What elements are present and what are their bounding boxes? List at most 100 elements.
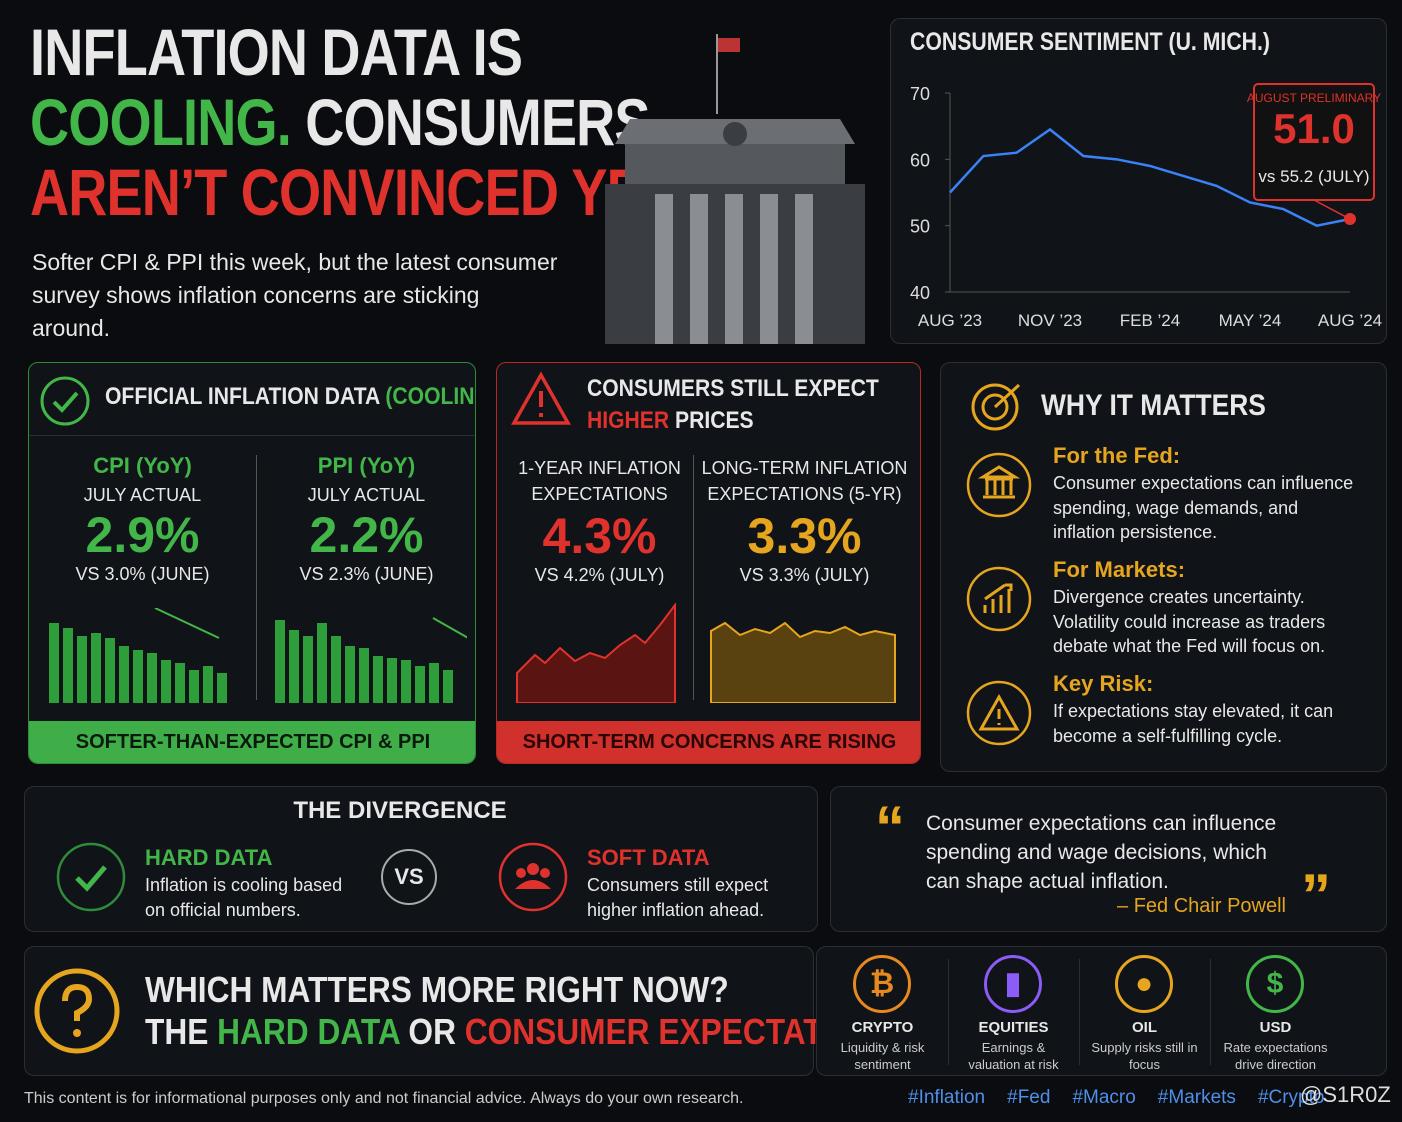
divider: [948, 959, 949, 1065]
check-icon: [40, 376, 90, 426]
title-line: INFLATION DATA IS: [30, 15, 523, 89]
label: LONG-TERM INFLATION EXPECTATIONS (5-YR): [701, 458, 908, 504]
compare: VS 3.0% (JUNE): [75, 564, 210, 584]
title-red: AREN’T CONVINCED YET.: [30, 155, 683, 229]
question-icon: [34, 968, 120, 1054]
question-line: THE HARD DATA OR CONSUMER EXPECTATIONS?: [145, 1011, 919, 1053]
x-tick-label: NOV ’23: [1018, 311, 1082, 330]
value: 4.3%: [542, 508, 657, 564]
word: OR: [408, 1011, 456, 1052]
panel-heading: WHY IT MATTERS: [1041, 389, 1266, 422]
hashtag: #Markets: [1157, 1087, 1236, 1108]
one-year: 1-YEAR INFLATION EXPECTATIONS 4.3% VS 4.…: [507, 455, 692, 586]
x-tick-label: FEB ’24: [1120, 311, 1180, 330]
assets-panel: ₿ CRYPTO Liquidity & risk sentiment ▮ EQUITI…: [816, 946, 1387, 1076]
annotation-leader: [1313, 199, 1351, 220]
mini-areas: [516, 603, 896, 703]
value: 2.2%: [309, 507, 424, 563]
asset-text: Supply risks still in focus: [1091, 1040, 1198, 1072]
icon-glyph: [983, 583, 1013, 613]
compare: VS 2.3% (JUNE): [299, 564, 434, 584]
heading-tag: (COOLING): [385, 383, 475, 410]
value: 2.9%: [85, 507, 200, 563]
soft-text: Consumers still expect higher inflation …: [587, 875, 769, 920]
compare: VS 4.2% (JULY): [534, 565, 665, 585]
quote-text: Consumer expectations can influence spen…: [926, 812, 1277, 893]
chart-title: CONSUMER SENTIMENT (U. MICH.): [910, 28, 1270, 56]
hashtag: #Macro: [1072, 1087, 1136, 1108]
heading-rest: PRICES: [675, 407, 754, 434]
y-tick-label: 60: [910, 150, 930, 170]
y-tick-label: 50: [910, 217, 930, 237]
vs-badge: VS: [381, 849, 437, 905]
warning-icon: [511, 371, 571, 425]
long-term: LONG-TERM INFLATION EXPECTATIONS (5-YR) …: [697, 455, 912, 586]
word: HARD DATA: [217, 1011, 400, 1052]
value: 3.3%: [747, 508, 862, 564]
heading-red: HIGHER: [587, 407, 670, 434]
divider: [1210, 959, 1211, 1065]
asset-text: Liquidity & risk sentiment: [840, 1040, 925, 1072]
label: 1-YEAR INFLATION EXPECTATIONS: [518, 458, 681, 504]
y-tick-label: 70: [910, 84, 930, 104]
why-text: If expectations stay elevated, it can be…: [1053, 701, 1334, 746]
divider: [1079, 959, 1080, 1065]
title-green: COOLING.: [30, 85, 292, 159]
title-line: COOLING. CONSUMERS: [30, 84, 651, 160]
people-icon: [498, 842, 568, 912]
check-icon: [56, 842, 126, 912]
icon-glyph: [977, 465, 1021, 499]
why-text: Consumer expectations can influence spen…: [1053, 473, 1354, 542]
mini-bars: [49, 608, 467, 703]
subtitle: Softer CPI & PPI this week, but the late…: [32, 249, 558, 341]
hashtag: #Inflation: [908, 1087, 986, 1108]
label: PPI (YoY): [317, 453, 416, 478]
sub: JULY ACTUAL: [83, 485, 202, 505]
hashtag: #Fed: [1007, 1087, 1051, 1108]
y-tick-label: 40: [910, 283, 930, 303]
asset-name: USD: [1259, 1019, 1292, 1036]
panel-heading: THE DIVERGENCE: [293, 797, 507, 824]
x-tick-label: MAY ’24: [1219, 311, 1282, 330]
why-panel: WHY IT MATTERS For the Fed: Consumer expe…: [940, 362, 1387, 772]
why-title: Key Risk:: [1053, 671, 1154, 696]
line: [949, 127, 1351, 227]
ppi: PPI (YoY) JULY ACTUAL 2.2% VS 2.3% (JUNE…: [256, 453, 475, 585]
annotation-value: 51.0: [1273, 105, 1355, 152]
annotation-note: vs 55.2 (JULY): [1258, 167, 1369, 186]
icon-glyph: [978, 693, 1020, 731]
question-panel: WHICH MATTERS MORE RIGHT NOW? THE HARD D…: [24, 946, 919, 1076]
why-title: For Markets:: [1053, 557, 1186, 582]
icon-ring: [966, 680, 1032, 746]
asset-name: OIL: [1132, 1019, 1157, 1036]
why-icon: [966, 680, 1032, 746]
consumers-panel: CONSUMERS STILL EXPECT HIGHER PRICES 1-YE…: [496, 362, 921, 764]
asset-icon: ▮: [984, 955, 1042, 1013]
cpi: CPI (YoY) JULY ACTUAL 2.9% VS 3.0% (JUNE…: [29, 453, 256, 585]
divergence-panel: THE DIVERGENCE HARD DATA Inflation is co…: [24, 786, 818, 932]
heading: OFFICIAL INFLATION DATA: [105, 383, 380, 410]
icon-ring: [966, 566, 1032, 632]
why-icon: [966, 452, 1032, 518]
asset-icon: ₿: [853, 955, 911, 1013]
quote-panel: “ Consumer expectations can influence sp…: [830, 786, 1387, 932]
panel-footer: SHORT-TERM CONCERNS ARE RISING: [497, 721, 920, 763]
why-icon: [966, 566, 1032, 632]
hard-text: Inflation is cooling based on official n…: [145, 875, 343, 920]
question-line: WHICH MATTERS MORE RIGHT NOW?: [145, 969, 729, 1010]
why-title: For the Fed:: [1053, 443, 1181, 468]
hard-title: HARD DATA: [145, 845, 273, 870]
target-icon: [971, 383, 1021, 431]
quote-author: – Fed Chair Powell: [1117, 895, 1286, 917]
annotation-label: AUGUST PRELIMINARY: [1247, 91, 1381, 105]
sub: JULY ACTUAL: [307, 485, 426, 505]
watermark: @S1R0Z: [1300, 1082, 1391, 1107]
asset-text: Earnings & valuation at risk: [968, 1040, 1059, 1072]
heading: CONSUMERS STILL EXPECT: [587, 375, 879, 402]
x-tick-label: AUG ’23: [918, 311, 982, 330]
icon-ring: [966, 452, 1032, 518]
panel-footer: SOFTER-THAN-EXPECTED CPI & PPI: [29, 721, 475, 763]
soft-title: SOFT DATA: [587, 845, 710, 870]
label: CPI (YoY): [93, 453, 192, 478]
